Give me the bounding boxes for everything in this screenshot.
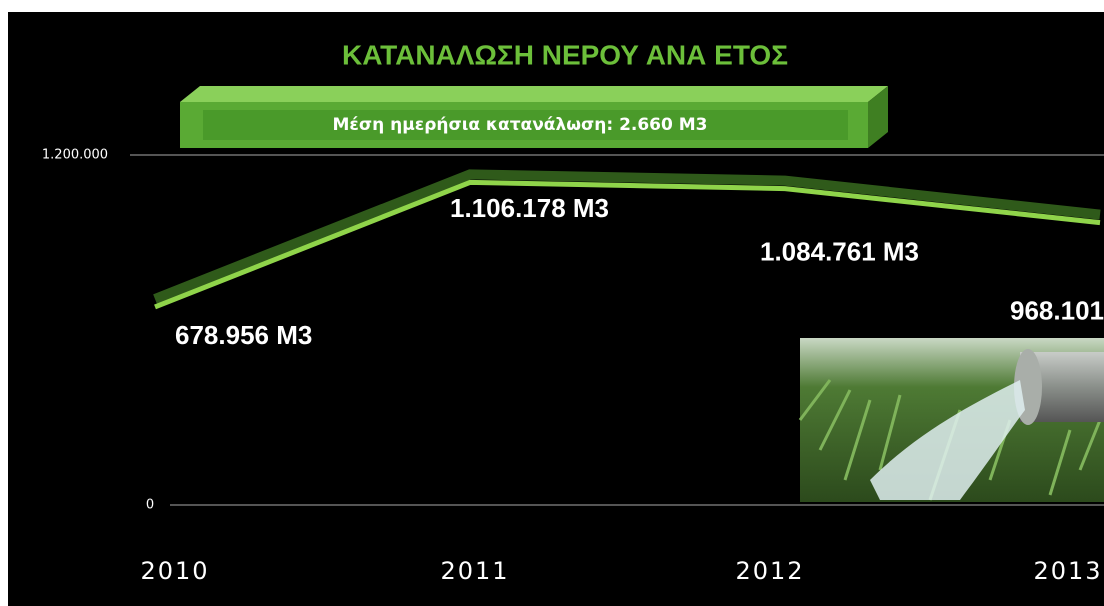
- x-tick-label: 2013: [1033, 557, 1102, 585]
- x-tick-label: 2011: [440, 557, 509, 585]
- data-label: 678.956 M3: [175, 320, 312, 350]
- y-tick-label: 0: [146, 498, 154, 513]
- chart-title: ΚΑΤΑΝΑΛΩΣΗ ΝΕΡΟΥ ΑΝΑ ΕΤΟΣ: [342, 39, 788, 70]
- data-label: 968.101 M3: [1010, 296, 1104, 326]
- subtitle-banner: [180, 86, 888, 148]
- data-label: 1.084.761 M3: [760, 236, 919, 266]
- line-shadow: [153, 169, 1101, 304]
- line: [154, 179, 1101, 310]
- x-tick-label: 2012: [735, 557, 804, 585]
- y-tick-label: 1.200.000: [42, 148, 108, 163]
- data-label: 1.106.178 M3: [450, 193, 609, 223]
- subtitle: Μέση ημερήσια κατανάλωση: 2.660 Μ3: [332, 115, 707, 135]
- x-tick-label: 2010: [140, 557, 209, 585]
- photo: [798, 338, 1104, 502]
